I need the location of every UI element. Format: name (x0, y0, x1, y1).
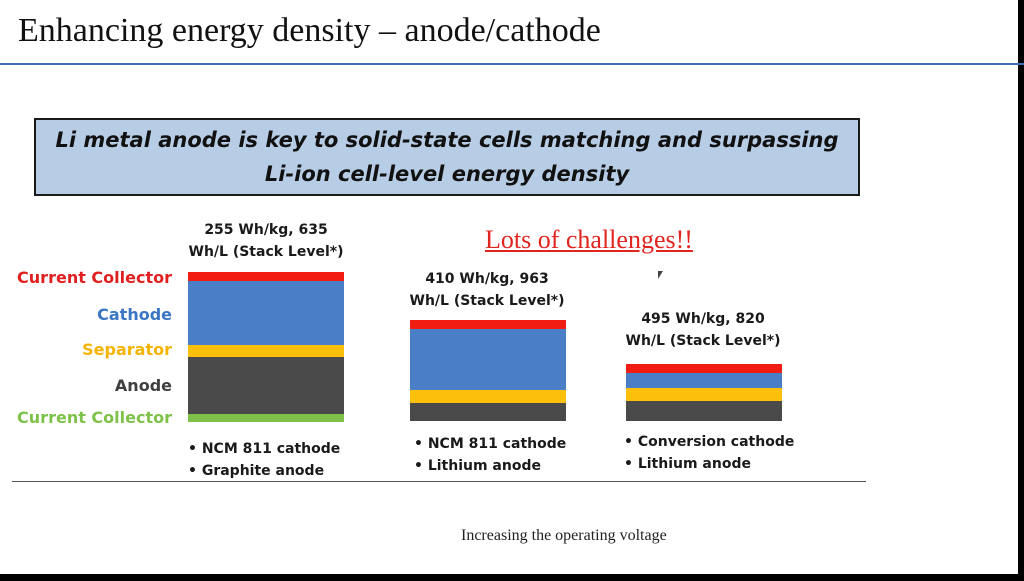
title-divider (0, 63, 1024, 65)
stack-3-caption-line-2: Wh/L (Stack Level*) (625, 333, 781, 349)
label-cathode: Cathode (97, 305, 172, 324)
stack-1-cathode (188, 281, 344, 345)
challenges-callout: Lots of challenges!! (485, 225, 693, 254)
label-current-collector-bottom: Current Collector (17, 408, 172, 427)
mouse-cursor-icon (658, 271, 663, 279)
stack-1-separator (188, 345, 344, 357)
list-item: Lithium anode (414, 455, 566, 477)
voltage-caption: Increasing the operating voltage (461, 527, 667, 544)
slide-title: Enhancing energy density – anode/cathode (18, 12, 601, 49)
label-separator: Separator (82, 340, 172, 359)
stack-2-caption-line-1: 410 Wh/kg, 963 (425, 271, 549, 287)
stack-1-anode (188, 357, 344, 414)
stack-3-cathode (626, 373, 782, 388)
stack-3-separator (626, 388, 782, 401)
headline-box: Li metal anode is key to solid-state cel… (34, 118, 860, 196)
stack-3-bullets: Conversion cathode Lithium anode (624, 431, 795, 475)
stack-2-current-collector-top (410, 320, 566, 329)
stack-2-cathode (410, 329, 566, 390)
stack-2-caption-line-2: Wh/L (Stack Level*) (409, 293, 565, 309)
baseline-divider (12, 481, 866, 482)
stack-2-bullets: NCM 811 cathode Lithium anode (414, 433, 566, 477)
stack-1-current-collector-top (188, 272, 344, 281)
stack-2-separator (410, 390, 566, 403)
stack-2-caption: 410 Wh/kg, 963 Wh/L (Stack Level*) (408, 268, 566, 312)
headline-line-1: Li metal anode is key to solid-state cel… (55, 128, 839, 152)
stack-1-current-collector-bottom (188, 414, 344, 422)
stack-3-caption-line-1: 495 Wh/kg, 820 (641, 311, 765, 327)
label-anode: Anode (114, 376, 172, 395)
stack-3-anode (626, 401, 782, 421)
stack-1-caption-line-2: Wh/L (Stack Level*) (188, 244, 344, 260)
stack-3-caption: 495 Wh/kg, 820 Wh/L (Stack Level*) (624, 308, 782, 352)
stack-1 (188, 272, 344, 422)
stack-1-bullets: NCM 811 cathode Graphite anode (188, 438, 340, 482)
stack-3-current-collector-top (626, 364, 782, 373)
list-item: Conversion cathode (624, 431, 795, 453)
stack-2-anode (410, 403, 566, 421)
stack-1-caption: 255 Wh/kg, 635 Wh/L (Stack Level*) (188, 219, 344, 263)
list-item: NCM 811 cathode (188, 438, 340, 460)
headline-line-2: Li-ion cell-level energy density (264, 162, 630, 186)
list-item: NCM 811 cathode (414, 433, 566, 455)
list-item: Lithium anode (624, 453, 794, 475)
label-current-collector-top: Current Collector (17, 268, 172, 287)
stack-1-caption-line-1: 255 Wh/kg, 635 (204, 222, 328, 238)
stack-2 (410, 320, 566, 421)
list-item: Graphite anode (188, 460, 340, 482)
stack-3 (626, 364, 782, 421)
